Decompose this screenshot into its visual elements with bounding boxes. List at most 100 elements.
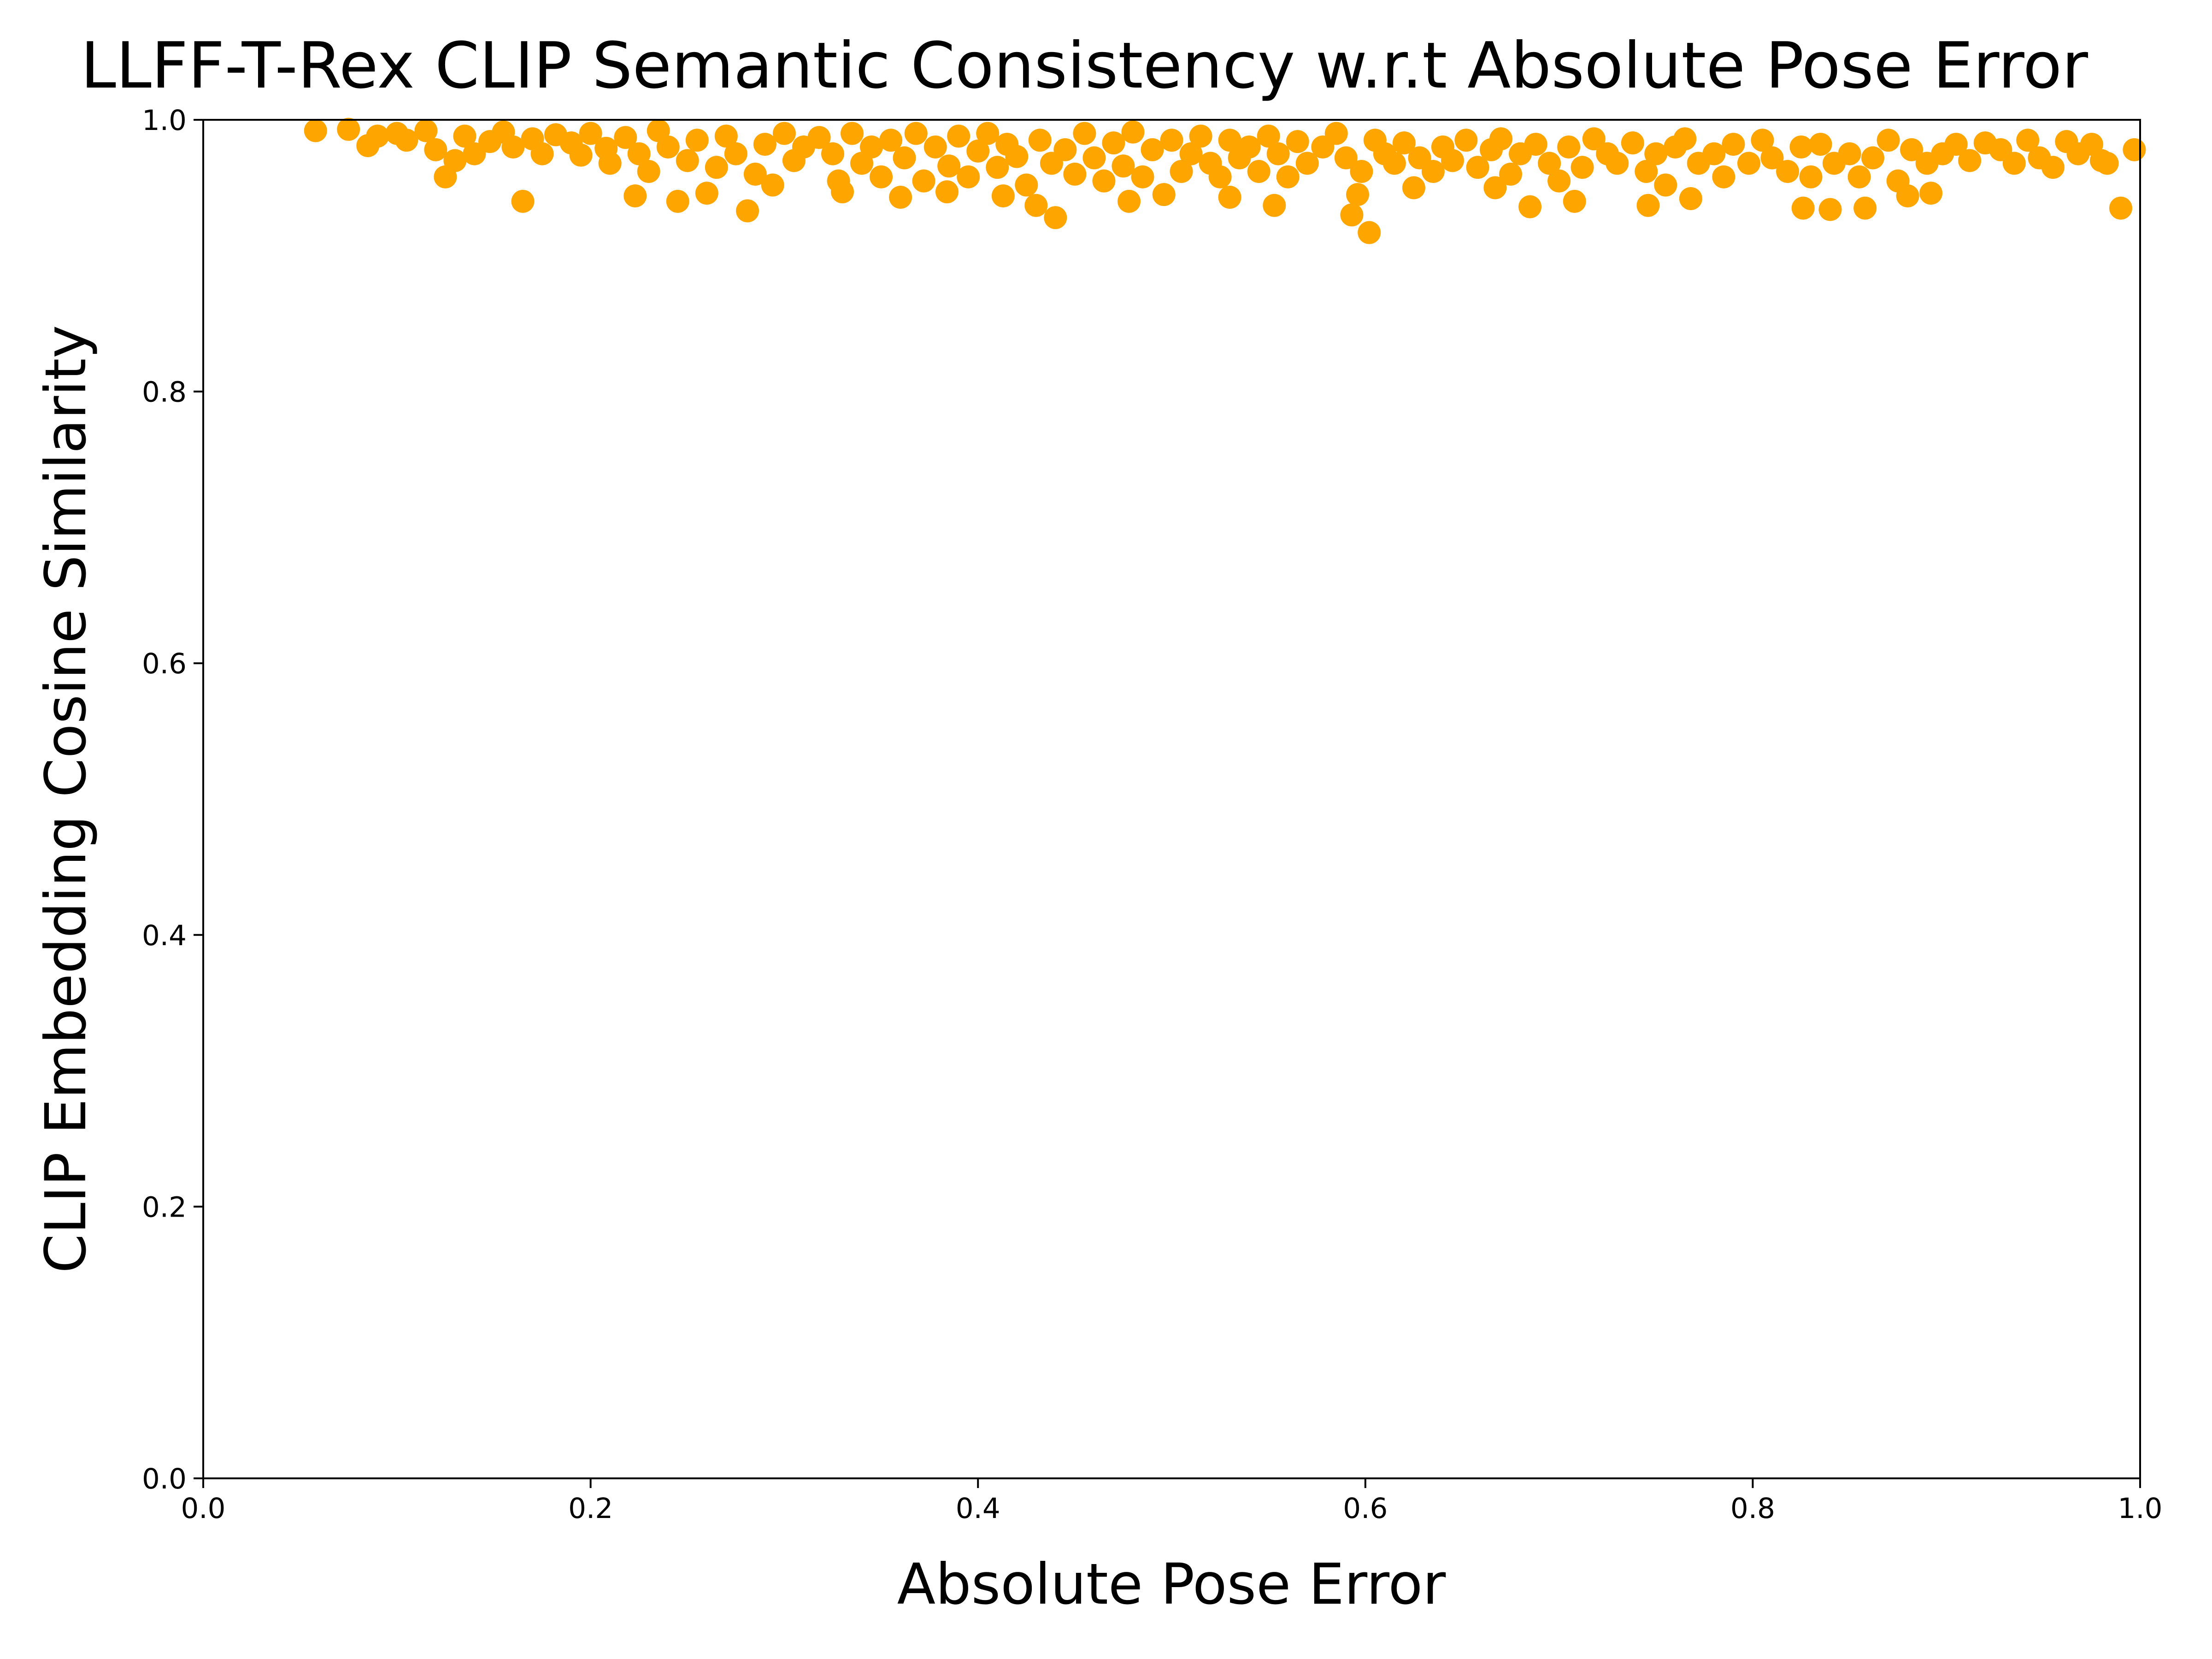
scatter-point [501,135,525,159]
scatter-point [1712,165,1735,188]
scatter-point [1635,160,1658,183]
scatter-point [1170,160,1193,183]
scatter-point [904,122,928,145]
x-tick-label: 0.8 [1730,1492,1775,1525]
scatter-point [1547,169,1571,193]
scatter-point [714,124,738,148]
scatter-point [1063,162,1087,186]
scatter-point [1073,122,1096,145]
scatter-point [1944,133,1968,156]
scatter-point [1760,146,1784,170]
scatter-point [1402,176,1425,200]
chart-title: LLFF-T-Rex CLIP Semantic Consistency w.r… [81,29,2088,103]
scatter-point [1421,160,1445,183]
scatter-point [1218,186,1241,209]
scatter-point [1121,120,1145,144]
scatter-point [1392,131,1416,155]
scatter-point [935,180,959,204]
y-tick-label: 0.8 [142,376,187,409]
scatter-point [1847,165,1871,188]
scatter-point [976,122,1000,145]
scatter-point [1141,138,1164,161]
scatter-point [991,184,1015,208]
x-tick-label: 0.6 [1343,1492,1388,1525]
scatter-point [827,169,850,193]
scatter-point [2123,138,2146,161]
scatter-point [1044,206,1067,229]
scatter-point [986,156,1009,179]
scatter-point [366,124,389,148]
scatter-point [1208,165,1232,188]
scatter-point [1789,135,1813,159]
scatter-point [1886,169,1910,193]
scatter-point [772,122,796,145]
scatter-point [1112,154,1135,178]
scatter-point [656,135,680,159]
scatter-point [569,143,593,167]
scatter-point [395,129,418,152]
scatter-point [1350,160,1373,183]
scatter-point [1334,146,1358,170]
scatter-point [807,126,831,149]
scatter-point [1737,152,1760,175]
scatter-point [1853,196,1877,220]
scatter-point [1160,129,1183,152]
scatter-point [1644,142,1668,165]
scatter-point [2002,152,2026,175]
scatter-point [1636,194,1660,217]
x-tick-label: 1.0 [2118,1492,2162,1525]
scatter-point [1092,169,1116,193]
scatter-point [1791,196,1815,220]
scatter-point [724,142,747,165]
y-tick-label: 0.4 [142,919,187,952]
scatter-point [1028,129,1052,152]
scatter-point [695,182,718,205]
scatter-point [1179,142,1203,165]
scatter-point [957,165,980,188]
scatter-point [821,142,844,165]
scatter-point [736,199,759,223]
scatter-point [1751,129,1774,152]
scatter-point [1295,152,1319,175]
scatter-point [1722,133,1745,156]
scatter-point [761,173,784,197]
scatter-point [1118,189,1141,213]
scatter-point [1809,133,1832,156]
y-tick-label: 0.2 [142,1191,187,1224]
scatter-point [530,142,554,165]
scatter-point [1237,135,1261,159]
scatter-point [1582,127,1606,151]
scatter-point [743,162,767,186]
scatter-point [2089,149,2113,172]
scatter-point [2041,156,2065,179]
scatter-point [1571,156,1594,179]
scatter-point [1606,152,1629,175]
scatter-point [1082,146,1106,170]
scatter-point [1563,189,1586,213]
scatter-point [1131,165,1154,188]
scatter-point [1702,142,1726,165]
scatter-point [893,146,916,170]
y-axis-label: CLIP Embedding Cosine Similarity [33,325,99,1273]
scatter-point [1340,203,1364,227]
scatter-point [1958,149,1982,172]
scatter-point [685,129,709,152]
scatter-point [1005,145,1029,168]
scatter-point [889,186,912,209]
scatter-point [666,189,689,213]
scatter-point [598,152,622,175]
scatter-point [676,149,699,172]
scatter-point [1441,149,1464,172]
scatter-point [614,126,637,149]
scatter-point [924,135,947,159]
scatter-point [1621,131,1644,155]
scatter-point [1053,138,1077,161]
scatter-point [1538,152,1561,175]
scatter-point [705,156,728,179]
scatter-point [966,139,990,163]
scatter-point [1382,152,1406,175]
scatter-point [1266,142,1290,165]
scatter-point [937,154,961,178]
